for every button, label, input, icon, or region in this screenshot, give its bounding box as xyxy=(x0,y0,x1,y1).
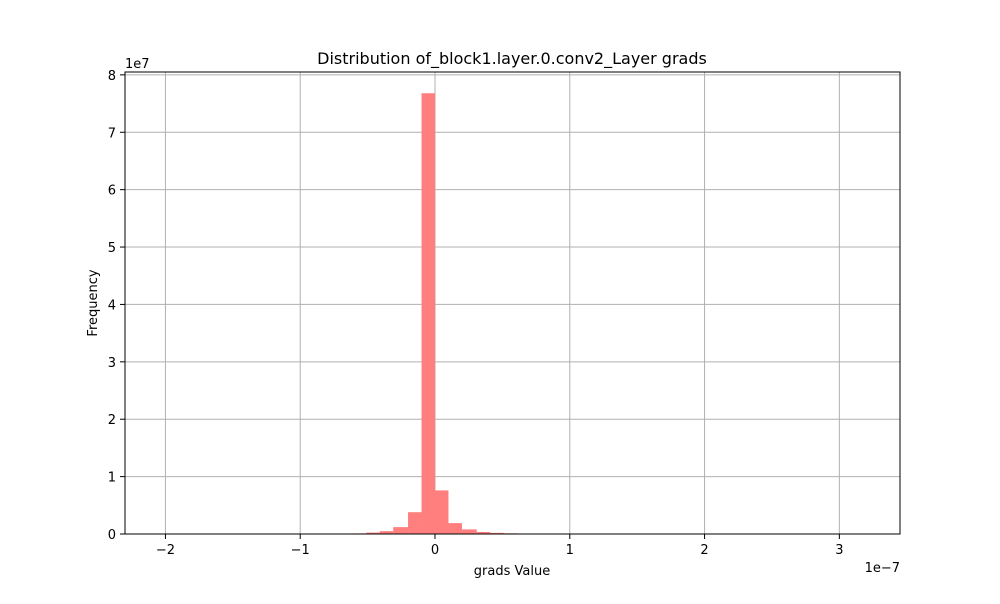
y-tick-label: 7 xyxy=(108,126,116,141)
y-tick-label: 5 xyxy=(108,241,116,256)
x-tick-label: −1 xyxy=(291,543,310,558)
x-axis-offset-text: 1e−7 xyxy=(865,561,900,576)
y-tick-label: 4 xyxy=(108,298,116,313)
y-axis-label: Frequency xyxy=(86,269,101,336)
histogram-bar xyxy=(448,523,461,534)
x-tick-label: −2 xyxy=(156,543,175,558)
y-tick-label: 6 xyxy=(108,184,116,199)
x-tick-label: 1 xyxy=(566,543,574,558)
x-tick-label: 3 xyxy=(835,543,843,558)
histogram-bar xyxy=(462,529,477,534)
x-tick-label: 0 xyxy=(431,543,439,558)
x-axis-label: grads Value xyxy=(474,564,550,579)
x-tick-label: 2 xyxy=(700,543,708,558)
chart-title: Distribution of_block1.layer.0.conv2_Lay… xyxy=(317,49,707,69)
y-tick-label: 8 xyxy=(108,69,116,84)
histogram-bar xyxy=(435,490,448,534)
histogram-bar xyxy=(393,527,408,534)
y-tick-label: 3 xyxy=(108,356,116,371)
y-tick-label: 2 xyxy=(108,413,116,428)
y-tick-label: 1 xyxy=(108,471,116,486)
histogram-bar xyxy=(408,512,421,534)
y-axis-offset-text: 1e7 xyxy=(125,57,150,72)
histogram-bar xyxy=(422,93,435,534)
y-tick-label: 0 xyxy=(108,528,116,543)
